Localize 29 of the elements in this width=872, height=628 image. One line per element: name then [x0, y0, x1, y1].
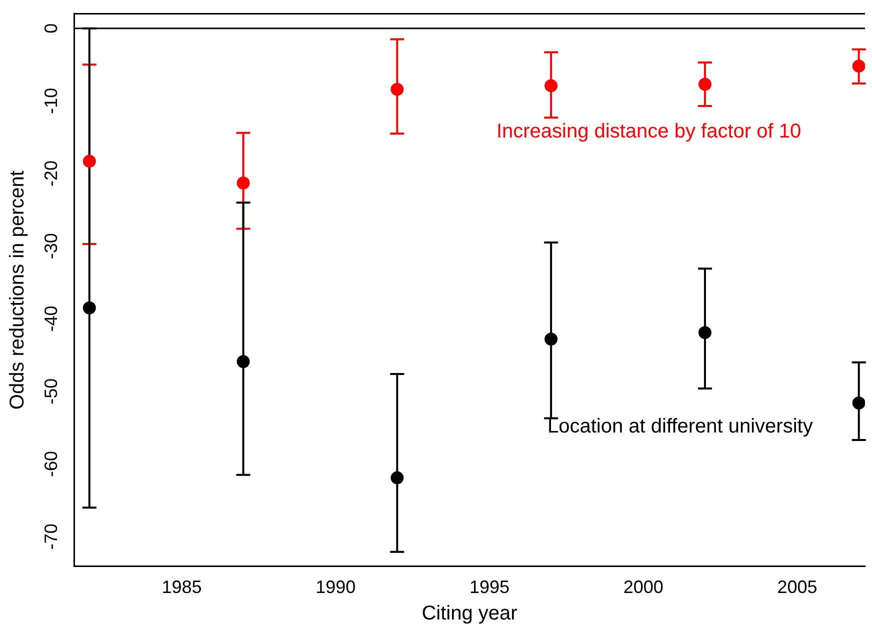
x-tick-label: 1985: [162, 577, 202, 598]
point: [82, 301, 96, 314]
point: [390, 471, 404, 484]
point: [852, 60, 865, 73]
annotation: Location at different university: [547, 416, 813, 438]
point: [236, 355, 250, 368]
x-axis-title: Citing year: [422, 602, 518, 625]
y-tick-label: -10: [40, 88, 61, 114]
y-tick-label: -50: [40, 378, 61, 404]
y-tick-label: -60: [40, 451, 61, 478]
x-tick-label: 2005: [777, 577, 818, 598]
point: [544, 332, 558, 346]
annotation: Increasing distance by factor of 10: [496, 120, 802, 142]
x-tick-label: 1990: [316, 577, 356, 598]
point: [236, 176, 250, 190]
point: [852, 396, 865, 410]
y-tick-label: -40: [40, 306, 61, 332]
x-tick-label: 2000: [623, 577, 664, 598]
point: [544, 79, 558, 92]
point: [698, 78, 712, 91]
y-axis-title: Odds reductions in percent: [6, 170, 29, 410]
y-tick-label: 0: [40, 23, 61, 34]
point: [390, 82, 404, 96]
point: [82, 154, 96, 168]
y-tick-label: -70: [40, 524, 61, 550]
x-tick-label: 1995: [469, 577, 510, 598]
y-tick-label: -30: [40, 233, 61, 260]
point: [698, 326, 712, 340]
y-tick-label: -20: [40, 160, 61, 187]
